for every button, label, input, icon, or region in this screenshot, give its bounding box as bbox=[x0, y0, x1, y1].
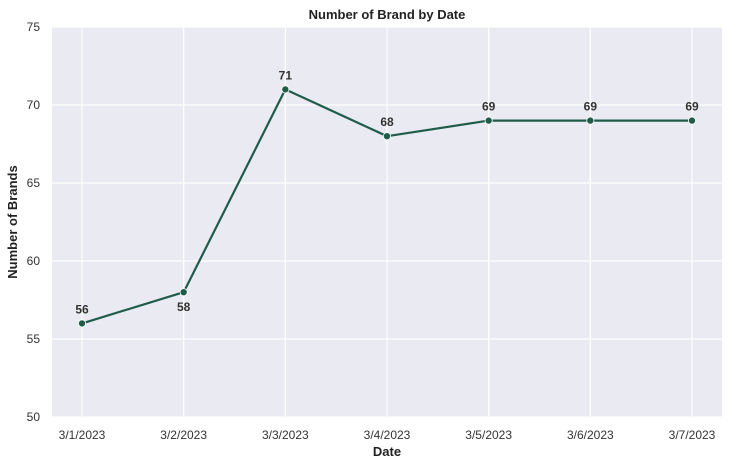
x-tick-label: 3/3/2023 bbox=[262, 428, 309, 442]
series-layer bbox=[78, 85, 697, 328]
y-tick-label: 75 bbox=[27, 20, 41, 34]
data-point bbox=[586, 116, 595, 125]
y-tick-label: 60 bbox=[27, 254, 41, 268]
data-label: 69 bbox=[685, 100, 699, 114]
data-labels: 56 58 71 68 69 69 69 bbox=[75, 68, 699, 316]
x-tick-label: 3/2/2023 bbox=[160, 428, 207, 442]
chart-title: Number of Brand by Date bbox=[309, 7, 466, 22]
y-tick-label: 65 bbox=[27, 176, 41, 190]
data-label: 69 bbox=[584, 100, 598, 114]
y-tick-label: 55 bbox=[27, 332, 41, 346]
data-point bbox=[179, 288, 188, 297]
x-tick-label: 3/1/2023 bbox=[59, 428, 106, 442]
data-point bbox=[688, 116, 697, 125]
data-point bbox=[78, 319, 87, 328]
data-label: 68 bbox=[380, 115, 394, 129]
x-axis-title: Date bbox=[373, 444, 401, 459]
y-axis-ticks: 50 55 60 65 70 75 bbox=[27, 20, 41, 424]
data-point bbox=[281, 85, 290, 94]
x-axis-ticks: 3/1/2023 3/2/2023 3/3/2023 3/4/2023 3/5/2023… bbox=[59, 428, 716, 442]
data-point bbox=[382, 132, 391, 141]
data-label: 56 bbox=[75, 302, 89, 316]
x-tick-label: 3/4/2023 bbox=[364, 428, 411, 442]
data-label: 58 bbox=[177, 300, 191, 314]
y-tick-label: 50 bbox=[27, 410, 41, 424]
data-label: 71 bbox=[279, 68, 293, 82]
x-tick-label: 3/5/2023 bbox=[465, 428, 512, 442]
data-point bbox=[484, 116, 493, 125]
y-tick-label: 70 bbox=[27, 98, 41, 112]
x-tick-label: 3/6/2023 bbox=[567, 428, 614, 442]
data-label: 69 bbox=[482, 100, 496, 114]
y-axis-title: Number of Brands bbox=[5, 165, 20, 278]
x-tick-label: 3/7/2023 bbox=[669, 428, 716, 442]
